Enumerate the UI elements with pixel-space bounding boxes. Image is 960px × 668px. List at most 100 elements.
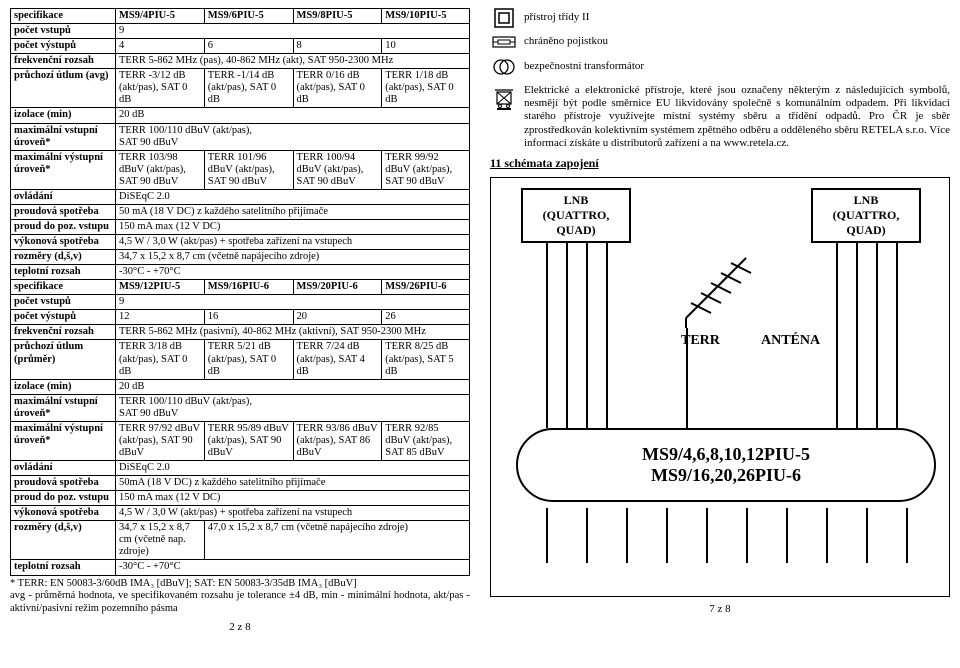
- t1-vy3: 10: [382, 39, 470, 54]
- t2-vstupy: počet vstupů: [11, 295, 116, 310]
- t2-utl1: TERR 5/21 dB (akt/pas), SAT 0 dB: [204, 340, 293, 379]
- t2-col0: MS9/12PIU-5: [116, 280, 205, 295]
- weee-text: Elektrické a elektronické přístroje, kte…: [518, 84, 950, 150]
- t1-vs-v: 4,5 W / 3,0 W (akt/pas) + spotřeba zaříz…: [116, 235, 470, 250]
- spec-table-1: specifikace MS9/4PIU-5 MS9/6PIU-5 MS9/8P…: [10, 8, 470, 576]
- t2-roz1: 34,7 x 15,2 x 8,7 cm (včetně nap. zdroje…: [116, 521, 205, 560]
- t2-tr-v: -30°C - +70°C: [116, 560, 470, 575]
- t1-spec-label: specifikace: [11, 9, 116, 24]
- symbol-row-class2: přístroj třídy II: [490, 8, 950, 28]
- lnb-box-left: LNB (QUATTRO, QUAD): [521, 188, 631, 243]
- t2-vstupy-v: 9: [116, 295, 470, 310]
- t2-ovl-v: DiSEqC 2.0: [116, 461, 470, 476]
- t1-frek: frekvenční rozsah: [11, 54, 116, 69]
- line-lnb-l2: [566, 243, 568, 428]
- class2-text: přístroj třídy II: [518, 11, 589, 24]
- line-lnb-r3: [876, 243, 878, 428]
- t2-vy1: 16: [204, 310, 293, 325]
- t1-vystupy: počet výstupů: [11, 39, 116, 54]
- t2-mou: maximální výstupní úroveň*: [11, 421, 116, 460]
- line-out-5: [706, 508, 708, 563]
- t2-izo-v: 20 dB: [116, 379, 470, 394]
- t2-spec-label: specifikace: [11, 280, 116, 295]
- t1-col1: MS9/6PIU-5: [204, 9, 293, 24]
- t1-vstupy-v: 9: [116, 24, 470, 39]
- t2-tr: teplotní rozsah: [11, 560, 116, 575]
- t1-roz-v: 34,7 x 15,2 x 8,7 cm (včetně napájecího …: [116, 250, 470, 265]
- t1-mou1: TERR 101/96 dBuV (akt/pas), SAT 90 dBuV: [204, 150, 293, 189]
- t2-frek-v: TERR 5-862 MHz (pasivní), 40-862 MHz (ak…: [116, 325, 470, 340]
- line-lnb-l1: [546, 243, 548, 428]
- right-column: přístroj třídy II chráněno pojistkou bez…: [480, 0, 960, 668]
- line-lnb-l4: [606, 243, 608, 428]
- t1-vs: výkonová spotřeba: [11, 235, 116, 250]
- t2-mou1: TERR 95/89 dBuV (akt/pas), SAT 90 dBuV: [204, 421, 293, 460]
- line-out-3: [626, 508, 628, 563]
- t2-vs-v: 4,5 W / 3,0 W (akt/pas) + spotřeba zaříz…: [116, 506, 470, 521]
- t2-vystupy: počet výstupů: [11, 310, 116, 325]
- line-lnb-r2: [856, 243, 858, 428]
- t2-ppv: proud do poz. vstupu: [11, 491, 116, 506]
- t2-ps: proudová spotřeba: [11, 476, 116, 491]
- line-lnb-r1: [836, 243, 838, 428]
- t1-col0: MS9/4PIU-5: [116, 9, 205, 24]
- t2-ps-v: 50mA (18 V DC) z každého satelitního při…: [116, 476, 470, 491]
- t1-col3: MS9/10PIU-5: [382, 9, 470, 24]
- multiswitch-box: MS9/4,6,8,10,12PIU-5 MS9/16,20,26PIU-6: [516, 428, 936, 502]
- t2-col3: MS9/26PIU-6: [382, 280, 470, 295]
- t1-mou2: TERR 100/94 dBuV (akt/pas), SAT 90 dBuV: [293, 150, 382, 189]
- weee-icon: [490, 84, 518, 110]
- t1-ppv-v: 150 mA max (12 V DC): [116, 219, 470, 234]
- symbol-row-fuse: chráněno pojistkou: [490, 34, 950, 50]
- left-column: specifikace MS9/4PIU-5 MS9/6PIU-5 MS9/8P…: [0, 0, 480, 668]
- t2-vs: výkonová spotřeba: [11, 506, 116, 521]
- t1-utl: průchozí útlum (avg): [11, 69, 116, 108]
- t2-col2: MS9/20PIU-6: [293, 280, 382, 295]
- t1-vstupy: počet vstupů: [11, 24, 116, 39]
- t1-tr-v: -30°C - +70°C: [116, 265, 470, 280]
- t2-utl2: TERR 7/24 dB (akt/pas), SAT 4 dB: [293, 340, 382, 379]
- t1-izo: izolace (min): [11, 108, 116, 123]
- t1-izo-v: 20 dB: [116, 108, 470, 123]
- line-out-1: [546, 508, 548, 563]
- t2-utl3: TERR 8/25 dB (akt/pas), SAT 5 dB: [382, 340, 470, 379]
- transformer-icon: [490, 56, 518, 78]
- t1-mvu-v: TERR 100/110 dBuV (akt/pas), SAT 90 dBuV: [116, 123, 470, 150]
- t2-col1: MS9/16PIU-6: [204, 280, 293, 295]
- transformer-text: bezpečnostní transformátor: [518, 60, 644, 73]
- line-out-7: [786, 508, 788, 563]
- t1-ps-v: 50 mA (18 V DC) z každého satelitního př…: [116, 204, 470, 219]
- line-out-6: [746, 508, 748, 563]
- t1-utl2: TERR 0/16 dB (akt/pas), SAT 0 dB: [293, 69, 382, 108]
- class2-icon: [490, 8, 518, 28]
- t1-mou0: TERR 103/98 dBuV (akt/pas), SAT 90 dBuV: [116, 150, 205, 189]
- t2-mou3: TERR 92/85 dBuV (akt/pas), SAT 85 dBuV: [382, 421, 470, 460]
- section-11-heading: 11 schémata zapojení: [490, 156, 950, 171]
- line-lnb-l3: [586, 243, 588, 428]
- t2-vy3: 26: [382, 310, 470, 325]
- line-out-9: [866, 508, 868, 563]
- footnote: * TERR: EN 50083-3/60dB IMA₃ [dBuV]; SAT…: [10, 578, 470, 616]
- t1-utl3: TERR 1/18 dB (akt/pas), SAT 0 dB: [382, 69, 470, 108]
- t1-vy2: 8: [293, 39, 382, 54]
- line-out-10: [906, 508, 908, 563]
- symbol-row-transformer: bezpečnostní transformátor: [490, 56, 950, 78]
- t1-mou: maximální výstupní úroveň*: [11, 150, 116, 189]
- t2-vy2: 20: [293, 310, 382, 325]
- t2-ovl: ovládání: [11, 461, 116, 476]
- t2-mvu-v: TERR 100/110 dBuV (akt/pas), SAT 90 dBuV: [116, 394, 470, 421]
- t1-utl1: TERR -1/14 dB (akt/pas), SAT 0 dB: [204, 69, 293, 108]
- t1-mvu: maximální vstupní úroveň*: [11, 123, 116, 150]
- t2-ppv-v: 150 mA max (12 V DC): [116, 491, 470, 506]
- t1-vy1: 6: [204, 39, 293, 54]
- t2-mou0: TERR 97/92 dBuV (akt/pas), SAT 90 dBuV: [116, 421, 205, 460]
- t1-utl0: TERR -3/12 dB (akt/pas), SAT 0 dB: [116, 69, 205, 108]
- page-number-right: 7 z 8: [490, 603, 950, 615]
- wiring-diagram: LNB (QUATTRO, QUAD) LNB (QUATTRO, QUAD) …: [490, 177, 950, 597]
- t1-mou3: TERR 99/92 dBuV (akt/pas), SAT 90 dBuV: [382, 150, 470, 189]
- t1-col2: MS9/8PIU-5: [293, 9, 382, 24]
- line-out-4: [666, 508, 668, 563]
- line-out-8: [826, 508, 828, 563]
- t2-utl0: TERR 3/18 dB (akt/pas), SAT 0 dB: [116, 340, 205, 379]
- t2-roz: rozměry (d,š,v): [11, 521, 116, 560]
